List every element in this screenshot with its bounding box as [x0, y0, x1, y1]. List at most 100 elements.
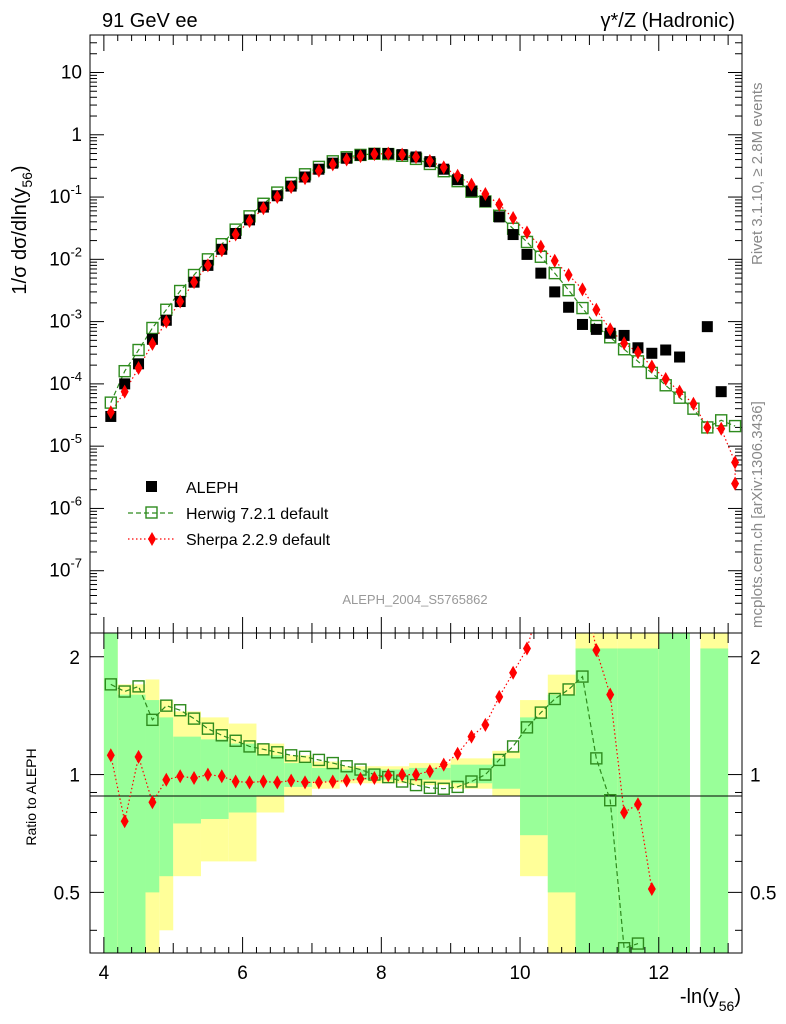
- ratio-uncertainty-bands: [103, 633, 729, 953]
- sherpa-point: [328, 157, 337, 172]
- main-series-group: [104, 146, 742, 491]
- sherpa-ratio-point: [398, 767, 407, 782]
- sherpa-point: [536, 239, 545, 254]
- herwig-ratio-point: [257, 743, 270, 756]
- sherpa-point: [731, 455, 740, 470]
- herwig-ratio-point: [104, 678, 118, 691]
- herwig-point: [562, 283, 575, 297]
- herwig-ratio-point: [451, 780, 464, 794]
- herwig-ratio-point: [160, 699, 173, 712]
- sherpa-point: [703, 420, 712, 435]
- ratio-series-group: [104, 633, 656, 953]
- herwig-ratio-point: [173, 704, 187, 717]
- legend-marker-herwig: [145, 506, 158, 519]
- herwig-ratio-point: [215, 729, 228, 742]
- aleph-point: [576, 318, 588, 330]
- band-inner-19: [700, 648, 729, 953]
- legend-marker-aleph: [146, 481, 157, 492]
- header-right-label: γ*/Z (Hadronic): [601, 10, 735, 32]
- sherpa-point: [509, 211, 518, 226]
- sherpa-ratio-point: [273, 775, 282, 790]
- legend: ALEPH Herwig 7.2.1 default Sherpa 2.2.9 …: [128, 480, 331, 549]
- sherpa-ratio-point: [425, 764, 434, 779]
- sherpa-point: [647, 359, 656, 374]
- sherpa-point: [287, 180, 296, 195]
- sherpa-ratio-point: [356, 771, 365, 786]
- aleph-point: [119, 378, 131, 390]
- herwig-point: [132, 343, 145, 357]
- sherpa-point: [190, 275, 199, 290]
- main-y-tick-label: 10-1: [49, 182, 82, 208]
- sherpa-ratio-point: [217, 769, 226, 784]
- ratio-y-tick-label-right: 2: [750, 648, 761, 669]
- x-axis-label: -ln(y56): [680, 986, 741, 1014]
- sherpa-point: [717, 421, 726, 436]
- herwig-ratio-point: [493, 753, 506, 767]
- aleph-point: [590, 323, 602, 335]
- sherpa-point: [301, 171, 310, 186]
- sherpa-point: [314, 163, 323, 178]
- mcplots-label: mcplots.cern.ch [arXiv:1306.3436]: [749, 401, 766, 628]
- sherpa-point: [731, 476, 740, 491]
- sherpa-point: [453, 168, 462, 183]
- sherpa-ratio-point: [106, 748, 115, 763]
- sherpa-ratio-point: [148, 795, 157, 810]
- herwig-point: [118, 364, 131, 378]
- herwig-ratio-point: [465, 775, 478, 788]
- sherpa-ratio-point: [231, 774, 240, 789]
- ratio-y-tick-label: 0.5: [54, 883, 80, 904]
- legend-label-aleph: ALEPH: [186, 480, 238, 497]
- herwig-point: [576, 301, 589, 315]
- sherpa-point: [439, 160, 448, 175]
- x-tick-label: 10: [509, 963, 530, 984]
- aleph-point: [715, 386, 727, 398]
- herwig-ratio-point: [271, 746, 284, 759]
- sherpa-point: [217, 243, 226, 258]
- sherpa-point: [273, 190, 282, 205]
- herwig-ratio-point: [118, 685, 131, 698]
- sherpa-ratio-point: [606, 687, 615, 702]
- sherpa-point: [231, 227, 240, 242]
- sherpa-ratio-point: [314, 775, 323, 790]
- aleph-point: [660, 344, 672, 356]
- main-y-tick-label: 10-7: [49, 556, 82, 582]
- sherpa-ratio-point: [370, 770, 379, 785]
- sherpa-ratio-point: [120, 814, 129, 829]
- sherpa-point: [342, 152, 351, 167]
- sherpa-ratio-point: [328, 774, 337, 789]
- aleph-point: [535, 267, 547, 279]
- sherpa-point: [620, 336, 629, 351]
- herwig-ratio-point: [479, 768, 492, 781]
- herwig-ratio-point: [229, 734, 242, 747]
- legend-label-herwig: Herwig 7.2.1 default: [186, 506, 329, 523]
- x-tick-label: 6: [237, 963, 248, 984]
- sherpa-point: [481, 186, 490, 201]
- main-y-axis-label: 1/σ dσ/dln(y56): [9, 165, 35, 294]
- sherpa-point: [550, 253, 559, 268]
- herwig-ratio-point: [340, 760, 353, 773]
- herwig-ratio-point: [243, 740, 256, 753]
- sherpa-point: [398, 147, 407, 162]
- legend-marker-sherpa: [148, 532, 156, 546]
- herwig-ratio-point: [423, 781, 437, 795]
- sherpa-ratio-point: [467, 729, 476, 744]
- aleph-point: [507, 229, 519, 241]
- sherpa-ratio-point: [301, 775, 310, 790]
- sherpa-ratio-point: [259, 774, 268, 789]
- sherpa-ratio-point: [203, 767, 212, 782]
- sherpa-ratio-point: [384, 768, 393, 783]
- sherpa-point: [606, 322, 615, 337]
- sherpa-ratio-point: [412, 767, 420, 782]
- band-inner-13: [492, 758, 521, 789]
- sherpa-point: [370, 147, 379, 162]
- herwig-ratio-point: [312, 753, 326, 767]
- sherpa-ratio-point: [481, 717, 490, 732]
- band-inner-15: [547, 694, 576, 893]
- sherpa-point: [176, 294, 185, 309]
- aleph-point: [674, 351, 686, 363]
- sherpa-point: [259, 201, 268, 216]
- sherpa-point: [495, 197, 504, 212]
- sherpa-point: [578, 282, 587, 297]
- aleph-point: [618, 329, 630, 341]
